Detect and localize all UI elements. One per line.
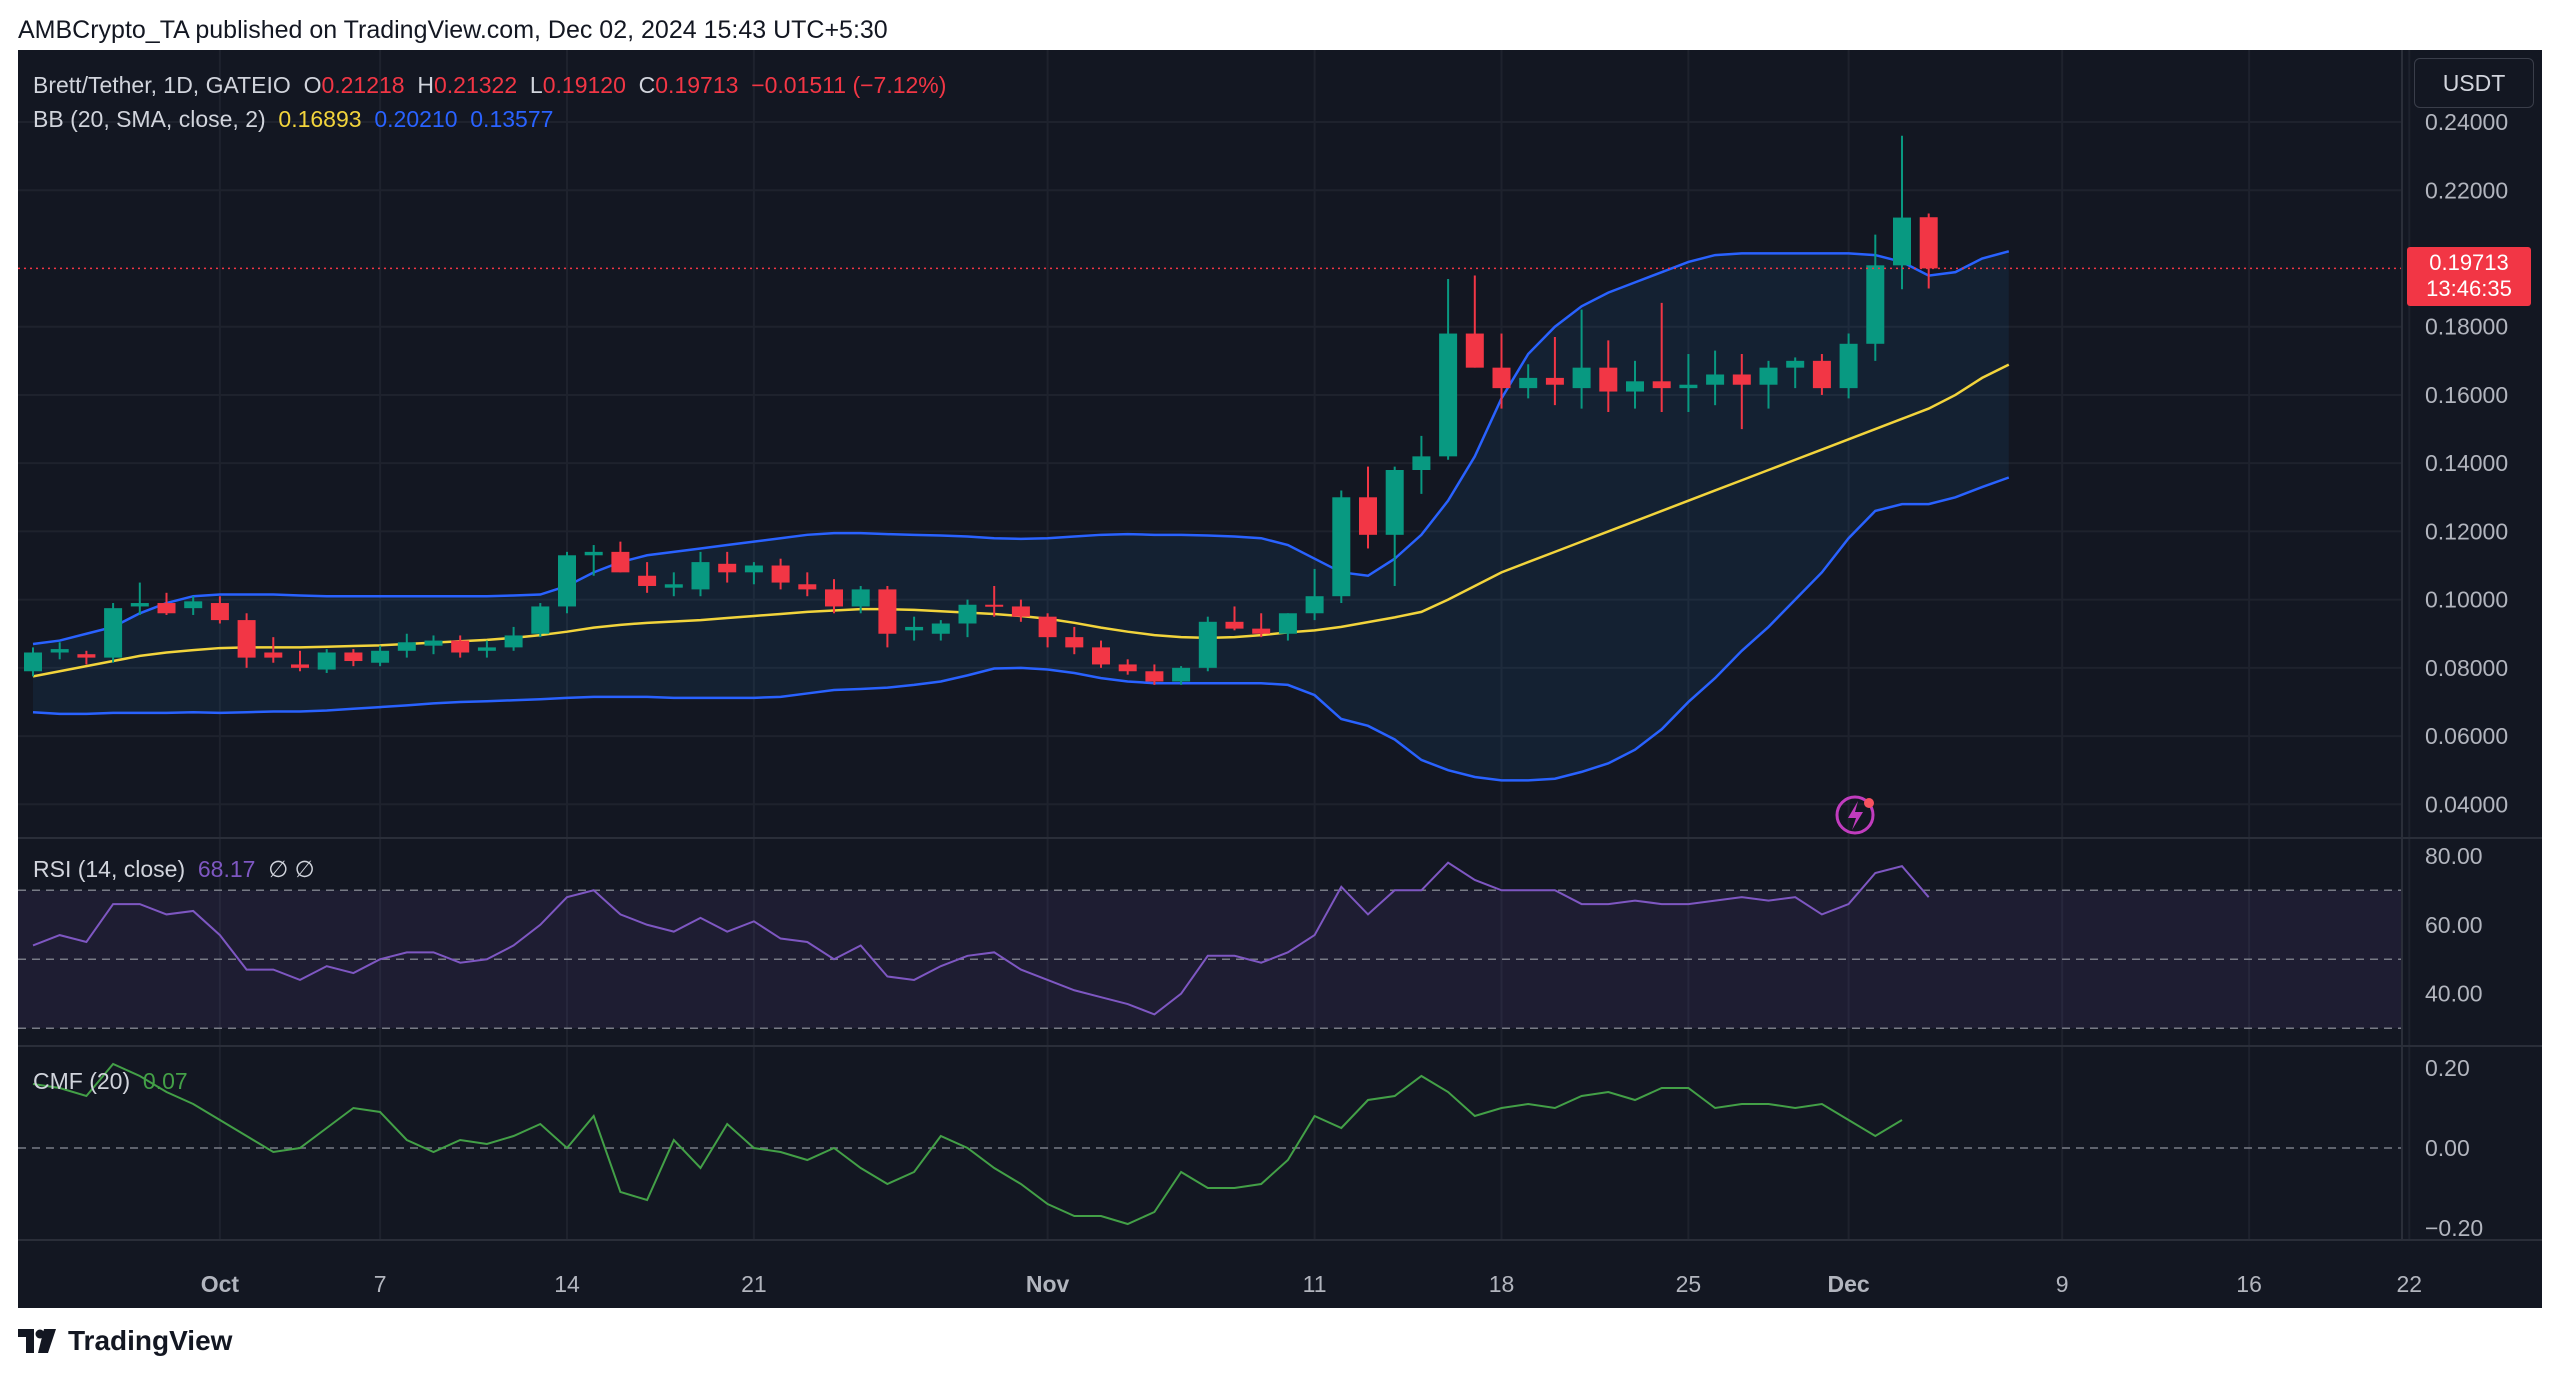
bb-upper-value: 0.20210 xyxy=(374,106,458,132)
rsi-legend: RSI (14, close) 68.17 ∅ ∅ xyxy=(33,856,315,883)
cmf-label[interactable]: CMF (20) xyxy=(33,1068,131,1094)
current-price: 0.19713 xyxy=(2429,250,2509,275)
low-label: L xyxy=(529,72,543,98)
open-value: 0.21218 xyxy=(321,72,405,98)
main-legend: Brett/Tether, 1D, GATEIO O0.21218 H0.213… xyxy=(33,68,946,136)
low-value: 0.19120 xyxy=(542,72,626,98)
tradingview-logo-icon xyxy=(18,1329,56,1353)
bar-countdown: 13:46:35 xyxy=(2426,276,2512,301)
currency-button[interactable]: USDT xyxy=(2414,58,2534,108)
chart-frame[interactable] xyxy=(18,50,2542,1308)
symbol-label[interactable]: Brett/Tether, 1D, GATEIO xyxy=(33,72,291,98)
close-label: C xyxy=(638,72,656,98)
ohlc-legend-row: Brett/Tether, 1D, GATEIO O0.21218 H0.213… xyxy=(33,68,946,102)
rsi-value: 68.17 xyxy=(197,856,256,882)
bb-basis-value: 0.16893 xyxy=(278,106,362,132)
tradingview-logo[interactable]: TradingView xyxy=(18,1323,232,1359)
bb-label[interactable]: BB (20, SMA, close, 2) xyxy=(33,106,266,132)
bb-legend-row: BB (20, SMA, close, 2) 0.16893 0.20210 0… xyxy=(33,102,946,136)
high-label: H xyxy=(417,72,434,98)
footer-brand: TradingView xyxy=(68,1325,233,1356)
open-label: O xyxy=(303,72,322,98)
change-value: −0.01511 (−7.12%) xyxy=(751,72,947,98)
cmf-value: 0.07 xyxy=(142,1068,188,1094)
current-price-badge: 0.19713 13:46:35 xyxy=(2407,247,2531,306)
published-by-text: AMBCrypto_TA published on TradingView.co… xyxy=(18,16,888,44)
rsi-label[interactable]: RSI (14, close) xyxy=(33,856,186,882)
rsi-extra: ∅ ∅ xyxy=(268,856,315,882)
high-value: 0.21322 xyxy=(434,72,518,98)
close-value: 0.19713 xyxy=(655,72,739,98)
bb-lower-value: 0.13577 xyxy=(470,106,554,132)
footer: TradingView xyxy=(0,1308,2560,1375)
cmf-legend: CMF (20) 0.07 xyxy=(33,1068,188,1095)
